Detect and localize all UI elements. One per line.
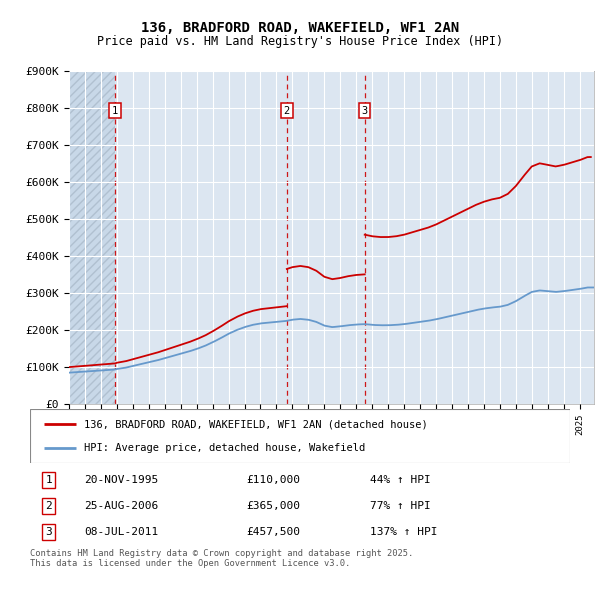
Text: £110,000: £110,000 bbox=[246, 474, 300, 484]
Text: 77% ↑ HPI: 77% ↑ HPI bbox=[370, 501, 431, 511]
Text: 08-JUL-2011: 08-JUL-2011 bbox=[84, 527, 158, 537]
Text: Contains HM Land Registry data © Crown copyright and database right 2025.
This d: Contains HM Land Registry data © Crown c… bbox=[30, 549, 413, 568]
Text: Price paid vs. HM Land Registry's House Price Index (HPI): Price paid vs. HM Land Registry's House … bbox=[97, 35, 503, 48]
Text: 2: 2 bbox=[46, 501, 52, 511]
Bar bbox=[69, 71, 115, 404]
Text: 136, BRADFORD ROAD, WAKEFIELD, WF1 2AN (detached house): 136, BRADFORD ROAD, WAKEFIELD, WF1 2AN (… bbox=[84, 419, 428, 429]
Text: 137% ↑ HPI: 137% ↑ HPI bbox=[370, 527, 438, 537]
Text: 1: 1 bbox=[112, 106, 118, 116]
Text: 136, BRADFORD ROAD, WAKEFIELD, WF1 2AN: 136, BRADFORD ROAD, WAKEFIELD, WF1 2AN bbox=[141, 21, 459, 35]
Text: 44% ↑ HPI: 44% ↑ HPI bbox=[370, 474, 431, 484]
Text: £457,500: £457,500 bbox=[246, 527, 300, 537]
Text: 3: 3 bbox=[362, 106, 368, 116]
Text: 1: 1 bbox=[46, 474, 52, 484]
Text: 20-NOV-1995: 20-NOV-1995 bbox=[84, 474, 158, 484]
Text: HPI: Average price, detached house, Wakefield: HPI: Average price, detached house, Wake… bbox=[84, 443, 365, 453]
Text: £365,000: £365,000 bbox=[246, 501, 300, 511]
Text: 3: 3 bbox=[46, 527, 52, 537]
Text: 25-AUG-2006: 25-AUG-2006 bbox=[84, 501, 158, 511]
FancyBboxPatch shape bbox=[30, 409, 570, 463]
Text: 2: 2 bbox=[284, 106, 290, 116]
